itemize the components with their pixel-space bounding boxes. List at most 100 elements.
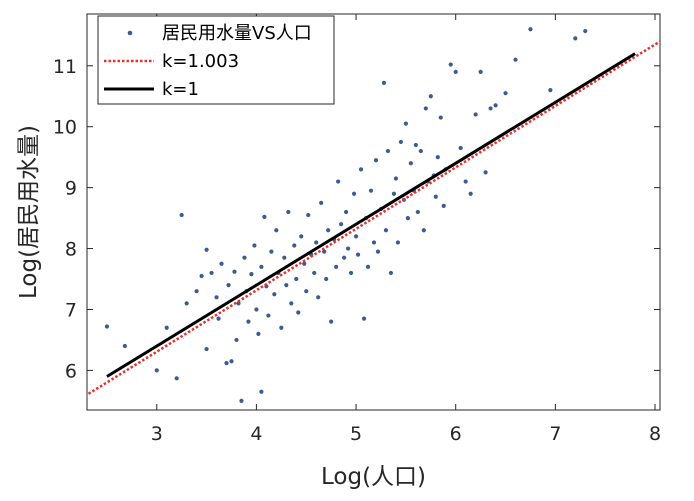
x-tick-label: 3	[151, 423, 163, 445]
data-point	[254, 307, 259, 312]
y-tick-label: 6	[65, 360, 77, 382]
data-point	[463, 179, 468, 184]
data-point	[319, 200, 324, 205]
x-tick-label: 5	[350, 423, 362, 445]
data-point	[329, 319, 334, 324]
data-point	[229, 359, 234, 364]
data-point	[204, 247, 209, 252]
data-point	[262, 214, 267, 219]
data-point	[415, 209, 420, 215]
data-point	[274, 228, 279, 233]
data-point	[164, 325, 169, 330]
data-point	[375, 249, 381, 254]
data-point	[405, 215, 410, 221]
data-point	[284, 283, 289, 288]
data-point	[282, 255, 287, 260]
data-point	[385, 148, 391, 154]
plot-border	[86, 13, 661, 411]
data-point	[368, 188, 374, 193]
data-point	[209, 270, 214, 276]
data-point	[179, 212, 184, 218]
data-point	[304, 289, 309, 294]
data-point	[408, 161, 413, 166]
plot-area	[87, 27, 660, 403]
data-point	[259, 264, 264, 269]
data-point	[289, 301, 294, 306]
data-point	[256, 331, 261, 336]
data-point	[286, 209, 291, 215]
data-point	[294, 276, 299, 282]
data-point	[199, 273, 204, 279]
data-point	[269, 249, 274, 254]
data-point	[296, 310, 301, 315]
data-point	[371, 240, 377, 245]
data-point	[468, 191, 473, 196]
data-point	[174, 376, 179, 381]
data-point	[299, 234, 304, 239]
data-point	[236, 301, 241, 306]
legend: 居民用水量VS人口 k=1.003 k=1	[97, 15, 335, 105]
data-point	[219, 261, 224, 266]
plot-frame	[86, 13, 661, 411]
data-point	[483, 170, 488, 175]
data-point	[246, 319, 251, 324]
data-point	[312, 270, 317, 276]
y-tick-label: 8	[65, 239, 77, 261]
data-point	[441, 203, 446, 209]
x-axis-title: Log(人口)	[321, 464, 426, 490]
series-group	[87, 27, 660, 403]
data-point	[423, 106, 428, 111]
data-point	[343, 209, 349, 215]
data-point	[272, 292, 277, 297]
data-point	[418, 148, 423, 154]
data-point	[316, 295, 321, 300]
data-point	[513, 57, 518, 62]
data-point	[428, 94, 433, 99]
data-point	[433, 194, 438, 199]
data-point	[242, 255, 247, 260]
x-tick-label: 4	[250, 423, 262, 445]
legend-label: 居民用水量VS人口	[162, 23, 312, 44]
data-point	[353, 234, 359, 239]
data-point	[234, 337, 239, 343]
data-point	[334, 264, 339, 269]
data-point	[435, 155, 440, 160]
data-point	[365, 264, 371, 269]
data-point	[395, 240, 401, 245]
data-point	[345, 246, 351, 251]
data-point	[548, 88, 553, 93]
x-tick-label: 8	[649, 423, 661, 445]
y-tick-label: 9	[65, 178, 77, 200]
data-point	[252, 243, 257, 248]
data-point	[473, 112, 478, 117]
reference-line-k1	[106, 52, 636, 378]
data-point	[438, 115, 443, 120]
data-point	[361, 316, 367, 321]
data-point	[348, 270, 354, 276]
data-point	[503, 91, 508, 96]
data-point	[204, 346, 209, 352]
data-point	[339, 222, 344, 227]
data-point	[279, 325, 284, 330]
data-point	[478, 69, 483, 74]
data-point	[573, 36, 578, 41]
data-point	[122, 343, 127, 349]
data-point	[403, 121, 408, 126]
y-tick-label: 10	[53, 117, 77, 139]
data-point	[381, 80, 387, 85]
data-point	[214, 295, 219, 300]
data-point	[184, 301, 189, 306]
x-tick-label: 6	[450, 423, 462, 445]
data-point	[306, 212, 311, 218]
data-point	[224, 360, 229, 366]
data-point	[249, 272, 254, 277]
data-point	[226, 283, 231, 288]
data-point	[355, 252, 361, 257]
data-point	[266, 313, 271, 318]
y-tick-labels: 6 7 8 9 10 11	[53, 56, 77, 383]
data-point	[194, 289, 199, 294]
data-point	[388, 270, 394, 276]
data-point	[383, 228, 389, 233]
